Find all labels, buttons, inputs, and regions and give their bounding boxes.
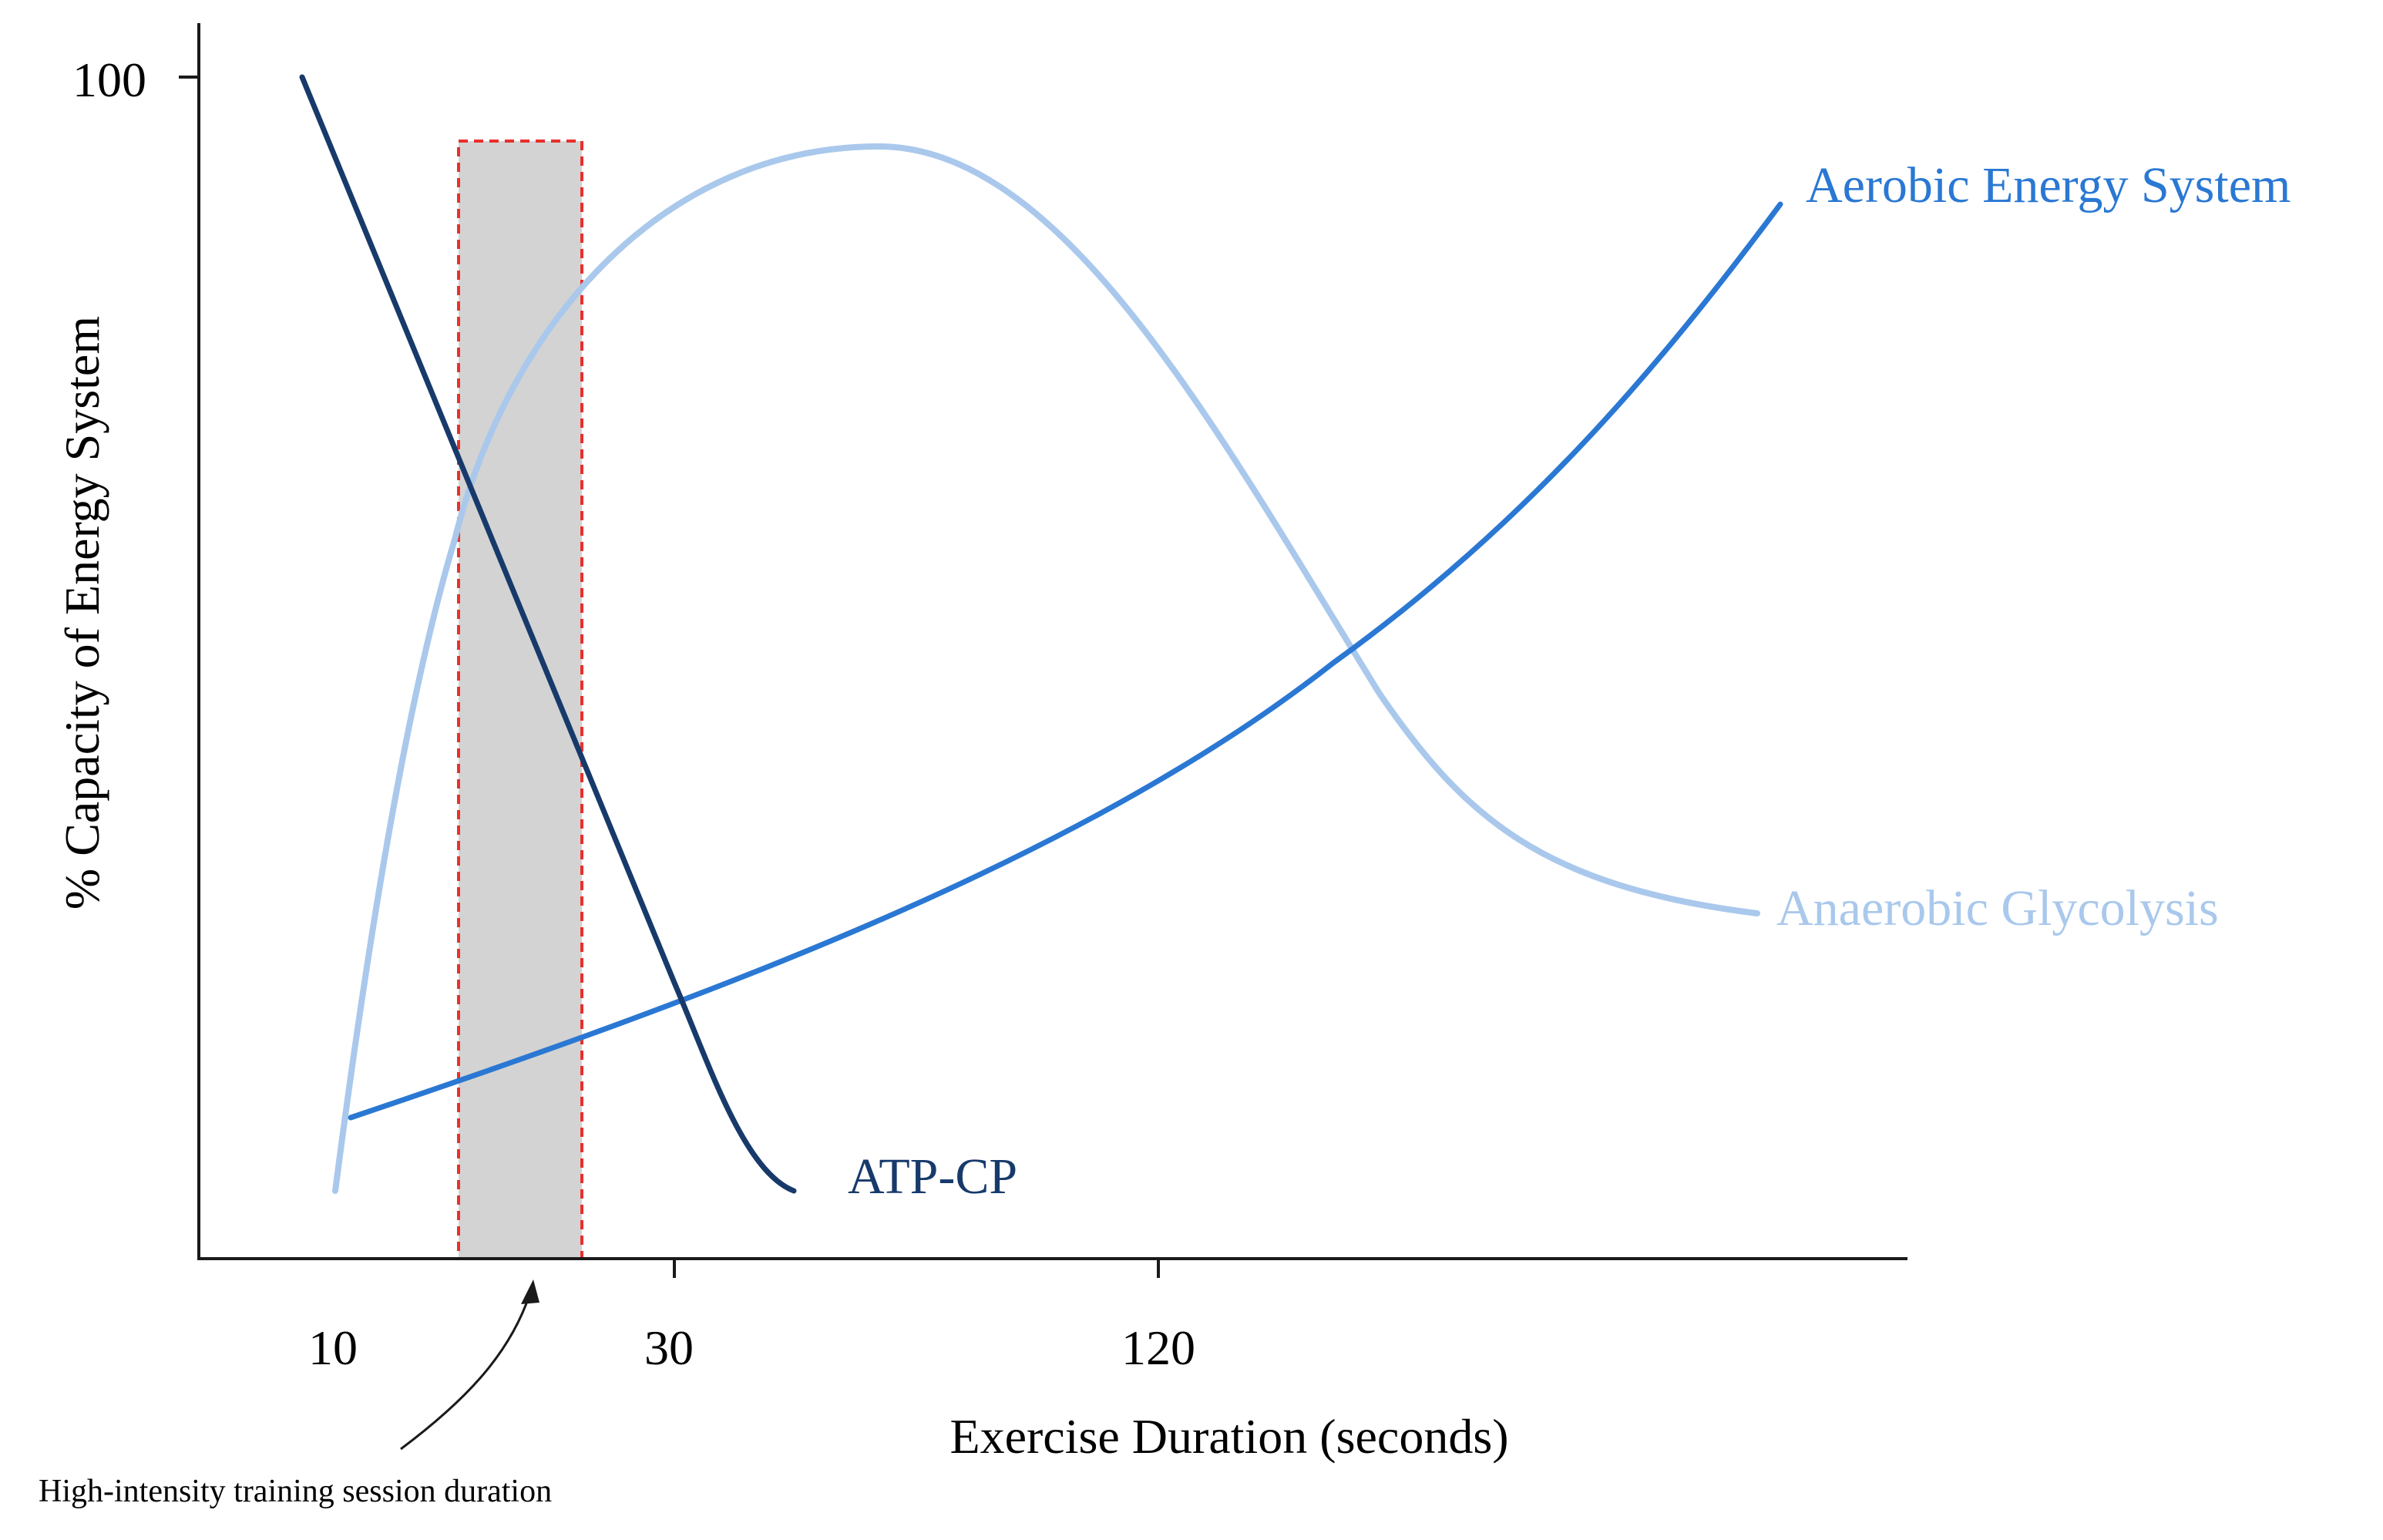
annotation-arrowhead <box>521 1279 539 1304</box>
y-tick-label-100: 100 <box>72 52 146 107</box>
series-label-aerobic-energy-system: Aerobic Energy System <box>1806 157 2291 214</box>
x-tick-label-10: 10 <box>308 1320 358 1375</box>
series-line-atp-cp <box>299 74 797 1194</box>
x-tick-label-120: 120 <box>1121 1320 1195 1375</box>
series-line-aerobic-energy-system <box>348 201 1783 1121</box>
x-axis-label: Exercise Duration (seconds) <box>950 1409 1508 1464</box>
x-tick-label-30: 30 <box>644 1320 694 1375</box>
annotation-arrow <box>400 1294 531 1451</box>
series-label-anaerobic-glycolysis: Anaerobic Glycolysis <box>1776 880 2219 936</box>
series-line-anaerobic-glycolysis <box>332 143 1760 1194</box>
series-label-atp-cp: ATP-CP <box>848 1148 1017 1205</box>
annotation-text: High-intensity training session duration <box>39 1474 552 1509</box>
y-axis-label: % Capacity of Energy System <box>55 316 109 910</box>
